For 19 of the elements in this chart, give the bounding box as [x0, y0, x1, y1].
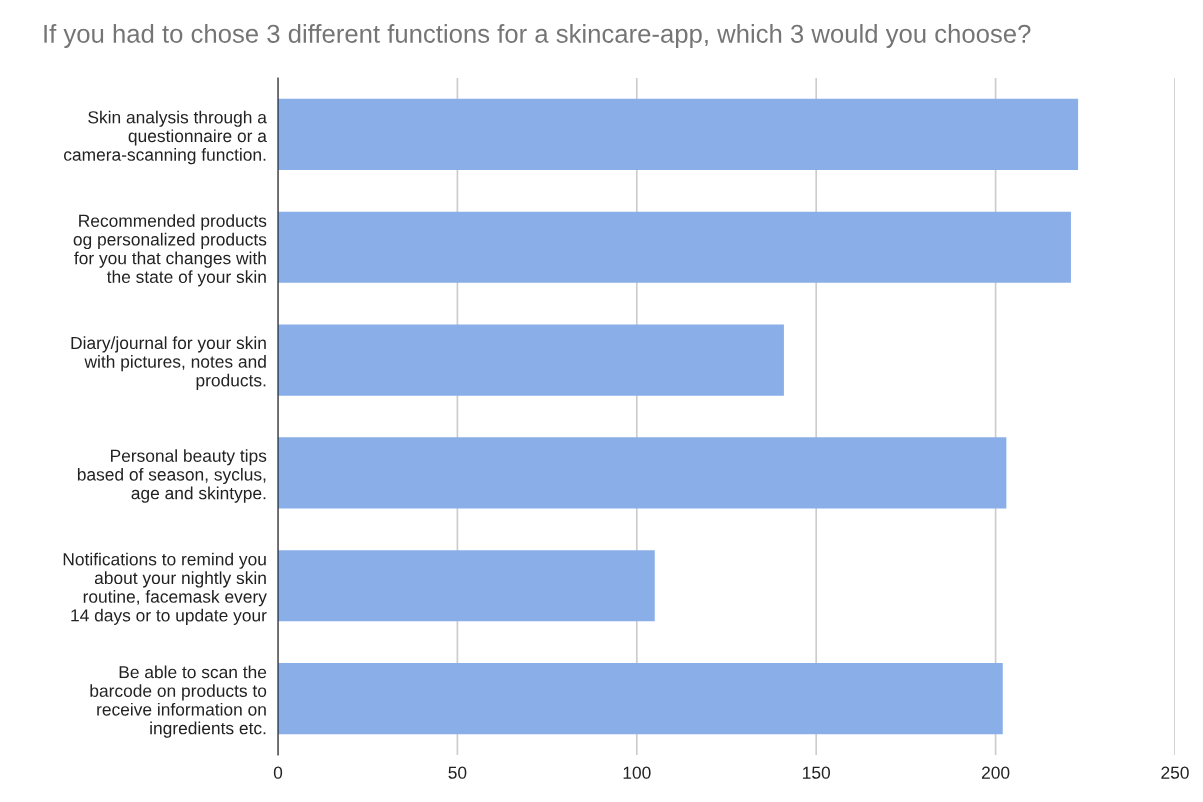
y-tick-label: Recommended products og personalized products for you that changes with the state of your skin — [73, 214, 267, 287]
y-tick-label: Personal beauty tips based of season, syclus, age and skintype. — [77, 449, 267, 503]
bar — [278, 550, 655, 622]
x-tick-label: 100 — [623, 766, 651, 779]
chart-title: If you had to chose 3 different functions for a skincare-app, which 3 would you choose? — [44, 24, 1031, 48]
bar — [278, 663, 1003, 735]
bar — [278, 211, 1071, 283]
x-tick-label: 150 — [803, 766, 831, 779]
bar — [278, 324, 784, 396]
y-tick-label: Skin analysis through a questionnaire or a camera-scanning function. — [64, 110, 267, 165]
x-tick-label: 50 — [448, 766, 467, 779]
bar — [278, 437, 1007, 509]
y-tick-label: Notifications to remind you about your nightly skin routine, facemask every 14 days or to update your — [63, 552, 267, 625]
bar — [278, 98, 1079, 170]
x-tick-label: 0 — [273, 766, 283, 779]
x-tick-label: 250 — [1161, 766, 1189, 779]
x-tick-label: 200 — [981, 766, 1010, 779]
y-tick-label: Be able to scan the barcode on products to receive information on ingredients etc. — [90, 665, 267, 738]
y-tick-label: Diary/journal for your skin with pictures, notes and products. — [71, 336, 266, 390]
